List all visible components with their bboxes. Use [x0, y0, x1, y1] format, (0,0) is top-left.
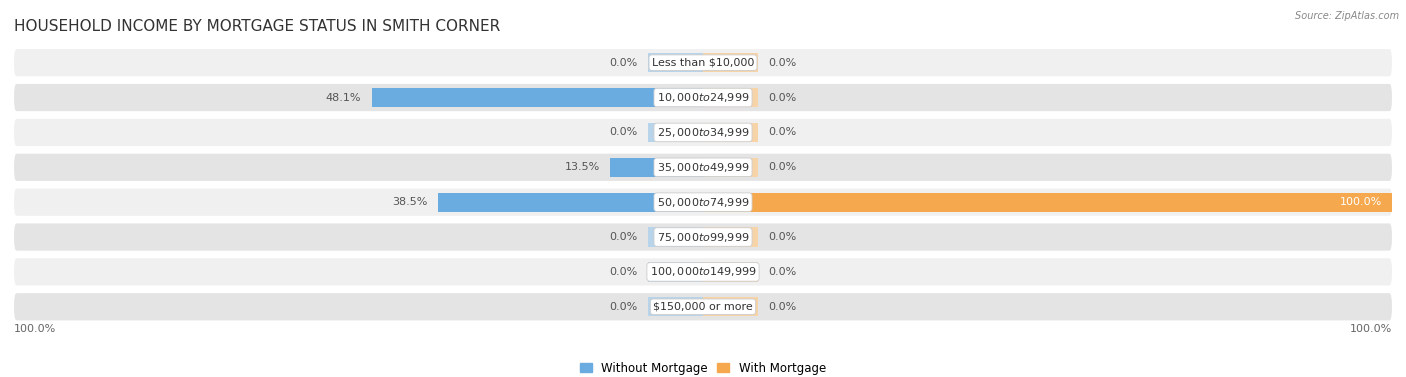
Text: $100,000 to $149,999: $100,000 to $149,999 [650, 265, 756, 278]
FancyBboxPatch shape [14, 188, 1392, 216]
FancyBboxPatch shape [14, 49, 1392, 76]
Text: 0.0%: 0.0% [769, 232, 797, 242]
Bar [703, 158, 758, 177]
Text: $75,000 to $99,999: $75,000 to $99,999 [657, 231, 749, 244]
Text: 38.5%: 38.5% [392, 197, 427, 207]
Legend: Without Mortgage, With Mortgage: Without Mortgage, With Mortgage [575, 357, 831, 377]
FancyBboxPatch shape [14, 119, 1392, 146]
Text: 0.0%: 0.0% [769, 127, 797, 138]
Text: 100.0%: 100.0% [1350, 324, 1392, 334]
Bar [703, 53, 758, 72]
Bar [703, 297, 758, 316]
FancyBboxPatch shape [14, 293, 1392, 320]
Text: HOUSEHOLD INCOME BY MORTGAGE STATUS IN SMITH CORNER: HOUSEHOLD INCOME BY MORTGAGE STATUS IN S… [14, 19, 501, 34]
Bar [437, 193, 703, 212]
FancyBboxPatch shape [14, 84, 1392, 111]
Bar [648, 123, 703, 142]
Text: $50,000 to $74,999: $50,000 to $74,999 [657, 196, 749, 208]
Text: 0.0%: 0.0% [769, 92, 797, 103]
Bar [703, 88, 758, 107]
Text: 0.0%: 0.0% [609, 127, 637, 138]
Bar [648, 227, 703, 247]
Bar [610, 158, 703, 177]
Text: 0.0%: 0.0% [769, 162, 797, 172]
Text: 0.0%: 0.0% [769, 58, 797, 68]
Text: $150,000 or more: $150,000 or more [654, 302, 752, 312]
Text: Less than $10,000: Less than $10,000 [652, 58, 754, 68]
Text: 13.5%: 13.5% [564, 162, 599, 172]
Text: 0.0%: 0.0% [609, 58, 637, 68]
Text: Source: ZipAtlas.com: Source: ZipAtlas.com [1295, 11, 1399, 21]
Text: 0.0%: 0.0% [609, 302, 637, 312]
Text: $10,000 to $24,999: $10,000 to $24,999 [657, 91, 749, 104]
Text: 0.0%: 0.0% [609, 267, 637, 277]
FancyBboxPatch shape [14, 224, 1392, 251]
Text: 100.0%: 100.0% [14, 324, 56, 334]
Bar [703, 227, 758, 247]
Bar [703, 262, 758, 282]
Bar [648, 262, 703, 282]
Text: 0.0%: 0.0% [609, 232, 637, 242]
Text: 100.0%: 100.0% [1340, 197, 1382, 207]
Bar [648, 297, 703, 316]
Text: $25,000 to $34,999: $25,000 to $34,999 [657, 126, 749, 139]
FancyBboxPatch shape [14, 258, 1392, 285]
Bar [703, 123, 758, 142]
Text: 0.0%: 0.0% [769, 267, 797, 277]
FancyBboxPatch shape [14, 154, 1392, 181]
Bar [371, 88, 703, 107]
Text: $35,000 to $49,999: $35,000 to $49,999 [657, 161, 749, 174]
Bar [703, 193, 1392, 212]
Text: 0.0%: 0.0% [769, 302, 797, 312]
Text: 48.1%: 48.1% [326, 92, 361, 103]
Bar [648, 53, 703, 72]
